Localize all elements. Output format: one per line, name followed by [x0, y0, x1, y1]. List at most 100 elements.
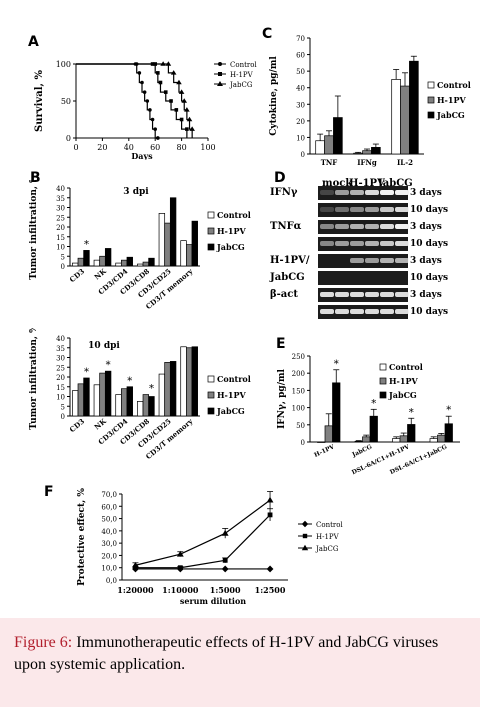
bar-jabcg [126, 386, 133, 417]
gel-band [380, 292, 394, 297]
category-label: TNF [321, 158, 338, 167]
gel-gene-label: JabCG [270, 272, 305, 283]
gel-band [335, 190, 349, 195]
gel-band [335, 309, 349, 314]
chart-title: 3 dpi [123, 187, 149, 197]
gel-band [395, 258, 409, 263]
gel-band [380, 258, 394, 263]
gel-lane-row [318, 305, 409, 319]
data-point [184, 107, 190, 112]
legend-swatch [207, 211, 215, 219]
gel-band [395, 207, 409, 212]
y-tick-label: 100 [56, 60, 71, 69]
gel-time-label: 10 days [410, 273, 449, 283]
legend-swatch [207, 391, 215, 399]
gel-lane-row [318, 254, 409, 268]
y-tick-label: 70,0 [101, 491, 117, 499]
y-tick-label: 20 [56, 224, 65, 232]
gel-band [365, 309, 379, 314]
data-point [174, 108, 179, 112]
gel-gene-label: β-act [270, 289, 298, 300]
x-tick-label: 40 [124, 143, 134, 152]
y-tick-label: 0 [66, 134, 71, 143]
gel-time-label: 10 days [410, 307, 449, 317]
y-tick-label: 40 [296, 85, 305, 93]
y-tick-label: 25 [56, 214, 65, 222]
data-point [153, 127, 157, 131]
bar-h-1pv [324, 135, 334, 155]
bar-control [158, 373, 166, 417]
gel-band [320, 190, 334, 195]
legend-marker [301, 520, 309, 528]
bar-h-1pv [99, 372, 106, 417]
y-tick-label: 10 [56, 244, 65, 252]
legend-label: Control [230, 61, 257, 69]
bar-h-1pv [77, 383, 84, 417]
data-point [189, 126, 195, 131]
data-point [179, 117, 184, 122]
bar-control [317, 441, 326, 443]
significance-star: * [84, 367, 89, 378]
bar-h-1pv [400, 85, 410, 155]
gel-band [320, 292, 334, 297]
chart-cytokine: 0 10 20 30 40 50 60 70 Cytokine, pg/ml TNF IFNg IL-… [269, 35, 471, 167]
bar-jabcg [332, 382, 341, 443]
gel-lane-row [318, 220, 409, 234]
data-point [266, 496, 274, 503]
legend-swatch [427, 96, 435, 104]
significance-star: * [371, 398, 376, 409]
legend-swatch [207, 227, 215, 235]
caption-text: Immunotherapeutic effects of H-1PV and J… [14, 634, 439, 673]
x-tick-label: 1:10000 [162, 585, 199, 595]
legend-label: H-1PV [437, 95, 466, 105]
data-point [178, 89, 185, 94]
legend-marker [302, 533, 308, 539]
data-point [140, 80, 144, 85]
bar-control [93, 384, 101, 417]
data-point [177, 565, 183, 571]
gel-lane-row [318, 237, 409, 251]
bar-h-1pv [164, 362, 171, 417]
panel-label-e: E [276, 336, 286, 352]
data-point [221, 529, 229, 536]
bar-jabcg [191, 346, 198, 417]
x-axis-label: serum dilution [180, 596, 246, 606]
x-axis-label: Days [131, 151, 153, 160]
category-label: IL-2 [397, 158, 413, 167]
gel-band [335, 241, 349, 246]
legend-swatch [379, 363, 387, 371]
y-tick-label: 20,0 [101, 552, 117, 560]
y-tick-label: 30 [56, 205, 65, 213]
bar-control [354, 440, 363, 443]
legend-marker [218, 72, 222, 76]
bar-jabcg [126, 256, 133, 267]
bar-jabcg [371, 147, 381, 155]
y-tick-label: 30 [296, 101, 305, 109]
bar-jabcg [169, 197, 177, 267]
gel-band [380, 190, 394, 195]
bar-h-1pv [186, 244, 193, 267]
figure-caption: Figure 6: Immunotherapeutic effects of H… [0, 618, 480, 707]
x-tick-label: 1:5000 [210, 585, 241, 595]
bar-control [115, 262, 122, 267]
bar-jabcg [191, 220, 198, 267]
legend-swatch [207, 375, 215, 383]
y-axis-label: Protective effect, % [77, 488, 87, 586]
gel-band [380, 241, 394, 246]
data-point [150, 117, 155, 122]
y-tick-label: 10 [56, 394, 65, 402]
legend-swatch [379, 377, 387, 385]
x-tick-label: 100 [200, 143, 215, 152]
bar-h-1pv [362, 436, 371, 443]
y-tick-label: 60 [296, 52, 305, 60]
bar-h-1pv [437, 434, 446, 443]
legend-label: JabCG [216, 242, 245, 252]
bar-h-1pv [120, 259, 128, 267]
gel-time-label: 3 days [410, 222, 442, 232]
legend-swatch [427, 111, 435, 119]
y-tick-label: 10 [296, 134, 305, 142]
legend-label: JabCG [436, 110, 465, 120]
gel-band [320, 207, 334, 212]
data-point [181, 98, 188, 103]
y-tick-label: 150 [292, 387, 305, 395]
